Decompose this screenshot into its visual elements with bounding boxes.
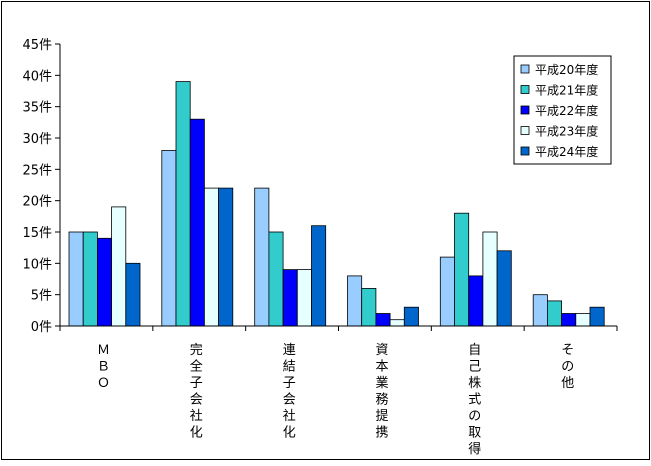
y-tick-label: 40件 [22,69,52,84]
bar-3-3 [282,269,298,327]
bar-1-4 [347,275,363,327]
bar-3-1 [97,237,113,327]
bar-5-4 [403,306,419,327]
legend-swatch [520,146,530,156]
bar-4-3 [296,269,312,327]
legend-label: 平成22年度 [535,103,598,118]
bar-5-5 [496,250,512,327]
bar-1-3 [254,187,270,327]
x-category-label: ＭＢＯ [97,343,110,391]
y-tick-label: 10件 [22,257,52,272]
bar-4-5 [482,231,498,327]
bar-5-2 [218,187,234,327]
bar-1-5 [439,256,455,327]
y-tick-label: 15件 [22,226,52,241]
bar-2-6 [547,300,563,327]
y-tick-label: 35件 [22,101,52,116]
x-category-label: 自己株式の取得 [468,343,481,457]
bar-3-2 [189,118,205,327]
bar-3-6 [561,313,577,327]
legend-label: 平成20年度 [535,62,598,77]
bar-2-2 [175,81,191,327]
bar-1-1 [68,231,84,327]
bars-layer [68,81,605,327]
legend-box [513,55,612,165]
bar-3-5 [468,275,484,327]
y-tick-label: 0件 [31,320,52,335]
x-category-label: その他 [561,343,574,391]
bar-4-1 [111,206,127,327]
y-tick-label: 25件 [22,163,52,178]
bar-2-1 [82,231,98,327]
bar-4-6 [575,313,591,327]
legend-label: 平成21年度 [535,83,598,98]
y-tick-label: 30件 [22,132,52,147]
y-tick-label: 20件 [22,195,52,210]
legend-label: 平成23年度 [535,124,598,139]
bar-4-2 [203,187,219,327]
bar-3-4 [375,313,391,327]
legend-swatch [520,105,530,115]
bar-1-2 [161,150,177,327]
bar-5-1 [125,262,141,327]
bar-5-3 [311,225,327,327]
y-tick-label: 45件 [22,38,52,53]
legend-swatch [520,64,530,74]
axes-layer: 0件 5件 10件 15件 20件 25件 30件 35件 40件 45件 ＭＢＯ 完全子会社化 連結子… [22,38,618,457]
legend-label: 平成24年度 [535,144,598,159]
bar-5-6 [589,306,605,327]
y-tick-label: 5件 [31,289,52,304]
legend-swatch [520,126,530,135]
legend-swatch [520,85,530,94]
bar-2-4 [361,287,377,327]
bar-2-3 [268,231,284,327]
bar-2-5 [454,212,470,327]
x-category-label: 連結子会社化 [283,343,296,441]
bar-1-6 [532,294,548,327]
x-category-label: 資本業務提携 [375,343,388,441]
x-category-label: 完全子会社化 [190,343,203,441]
bar-4-4 [389,319,405,327]
